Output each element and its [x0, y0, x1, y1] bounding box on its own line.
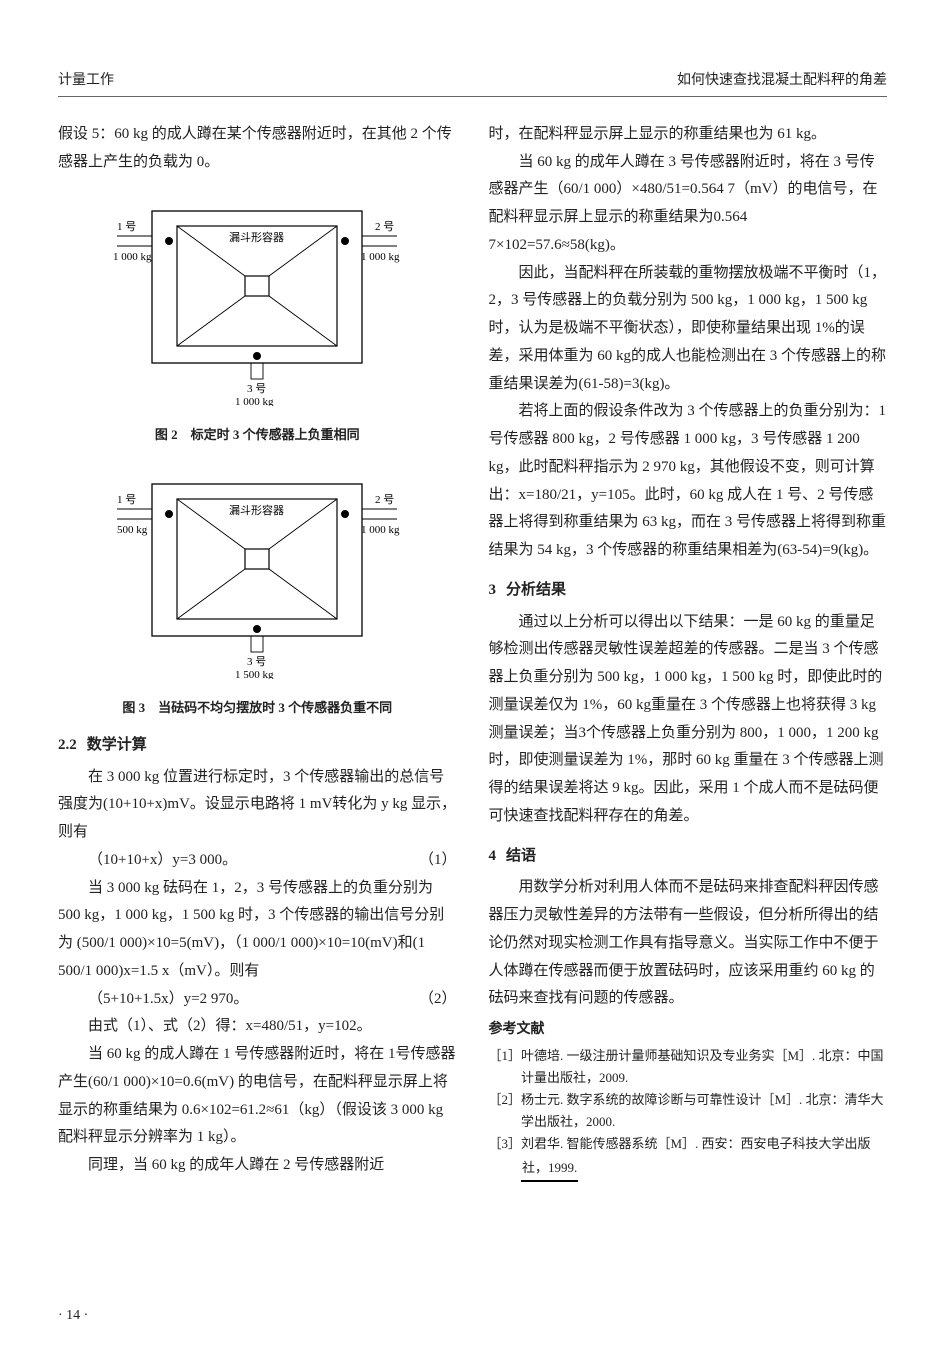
fig2-container: 漏斗形容器: [229, 230, 284, 244]
paragraph: 由式（1）、式（2）得：x=480/51，y=102。: [58, 1013, 457, 1041]
header-left: 计量工作: [58, 68, 114, 94]
reference-3-line1: ［3］刘君华. 智能传感器系统［M］. 西安：西安电子科技大学出版: [489, 1133, 888, 1155]
references-head: 参考文献: [489, 1017, 888, 1043]
paragraph: 若将上面的假设条件改为 3 个传感器上的负重分别为：1 号传感器 800 kg，…: [489, 398, 888, 565]
fig3-w3: 1 500 kg: [235, 669, 274, 679]
paragraph: 在 3 000 kg 位置进行标定时，3 个传感器输出的总信号强度为(10+10…: [58, 764, 457, 847]
fig2-label-3: 3 号: [247, 382, 266, 395]
reference-1: ［1］叶德培. 一级注册计量师基础知识及专业务实［M］. 北京：中国计量出版社，…: [489, 1045, 888, 1089]
column-right: 时，在配料秤显示屏上显示的称重结果也为 61 kg。 当 60 kg 的成年人蹲…: [489, 121, 888, 1182]
fig2-w2: 1 000 kg: [361, 251, 400, 263]
paragraph: 用数学分析对利用人体而不是砝码来排查配料秤因传感器压力灵敏性差异的方法带有一些假…: [489, 874, 888, 1013]
figure-3-caption: 图 3 当砝码不均匀摆放时 3 个传感器负重不同: [58, 696, 457, 720]
equation-1-body: （10+10+x）y=3 000。: [88, 847, 237, 875]
header-right: 如何快速查找混凝土配料秤的角差: [677, 68, 887, 94]
fig2-w3: 1 000 kg: [235, 396, 274, 406]
page-header: 计量工作 如何快速查找混凝土配料秤的角差: [58, 68, 887, 94]
fig3-w1: 500 kg: [117, 524, 148, 536]
columns: 假设 5：60 kg 的成人蹲在某个传感器附近时，在其他 2 个传感器上产生的负…: [58, 121, 887, 1182]
figure-2: 1 号 2 号 1 000 kg 1 000 kg 漏斗形容器 3 号 1 00…: [58, 186, 457, 417]
paragraph: 因此，当配料秤在所装载的重物摆放极端不平衡时（1，2，3 号传感器上的负载分别为…: [489, 260, 888, 399]
paragraph: 时，在配料秤显示屏上显示的称重结果也为 61 kg。: [489, 121, 888, 149]
column-left: 假设 5：60 kg 的成人蹲在某个传感器附近时，在其他 2 个传感器上产生的负…: [58, 121, 457, 1182]
figure-3: 1 号 2 号 500 kg 1 000 kg 漏斗形容器 3 号 1 500 …: [58, 459, 457, 690]
header-rule: [58, 96, 887, 97]
fig3-label-1: 1 号: [117, 493, 136, 506]
paragraph: 当 3 000 kg 砝码在 1，2，3 号传感器上的负重分别为 500 kg，…: [58, 875, 457, 986]
fig2-label-2: 2 号: [375, 220, 394, 233]
fig3-container: 漏斗形容器: [229, 503, 284, 517]
fig3-w2: 1 000 kg: [361, 524, 400, 536]
section-3-num: 3: [489, 582, 497, 598]
section-4-head: 4 结语: [489, 843, 888, 871]
reference-3-line2: 社，1999.: [489, 1156, 888, 1182]
paragraph: 当 60 kg 的成人蹲在 1 号传感器附近时，将在 1号传感器产生(60/1 …: [58, 1041, 457, 1152]
equation-1-num: （1）: [419, 847, 457, 875]
section-2-2-num: 2.2: [58, 737, 77, 753]
paragraph: 同理，当 60 kg 的成年人蹲在 2 号传感器附近: [58, 1152, 457, 1180]
equation-2-num: （2）: [419, 986, 457, 1014]
fig2-label-1: 1 号: [117, 220, 136, 233]
section-4-title: 结语: [506, 848, 536, 864]
reference-2: ［2］杨士元. 数字系统的故障诊断与可靠性设计［M］. 北京：清华大学出版社，2…: [489, 1089, 888, 1133]
figure-2-svg: 1 号 2 号 1 000 kg 1 000 kg 漏斗形容器 3 号 1 00…: [107, 186, 407, 406]
figure-2-caption: 图 2 标定时 3 个传感器上负重相同: [58, 423, 457, 447]
equation-1: （10+10+x）y=3 000。 （1）: [58, 847, 457, 875]
paragraph: 通过以上分析可以得出以下结果：一是 60 kg 的重量足够检测出传感器灵敏性误差…: [489, 609, 888, 831]
fig3-label-2: 2 号: [375, 493, 394, 506]
page-number: · 14 ·: [58, 1303, 88, 1329]
equation-2: （5+10+1.5x）y=2 970。 （2）: [58, 986, 457, 1014]
figure-3-svg: 1 号 2 号 500 kg 1 000 kg 漏斗形容器 3 号 1 500 …: [107, 459, 407, 679]
section-2-2-title: 数学计算: [87, 737, 147, 753]
reference-3-tail: 社，1999.: [521, 1156, 578, 1182]
fig2-w1: 1 000 kg: [113, 251, 152, 263]
section-2-2-head: 2.2 数学计算: [58, 732, 457, 760]
section-4-num: 4: [489, 848, 497, 864]
paragraph: 当 60 kg 的成年人蹲在 3 号传感器附近时，将在 3 号传感器产生（60/…: [489, 149, 888, 260]
section-3-title: 分析结果: [506, 582, 566, 598]
section-3-head: 3 分析结果: [489, 577, 888, 605]
equation-2-body: （5+10+1.5x）y=2 970。: [88, 986, 248, 1014]
paragraph: 假设 5：60 kg 的成人蹲在某个传感器附近时，在其他 2 个传感器上产生的负…: [58, 121, 457, 177]
fig3-label-3: 3 号: [247, 655, 266, 668]
